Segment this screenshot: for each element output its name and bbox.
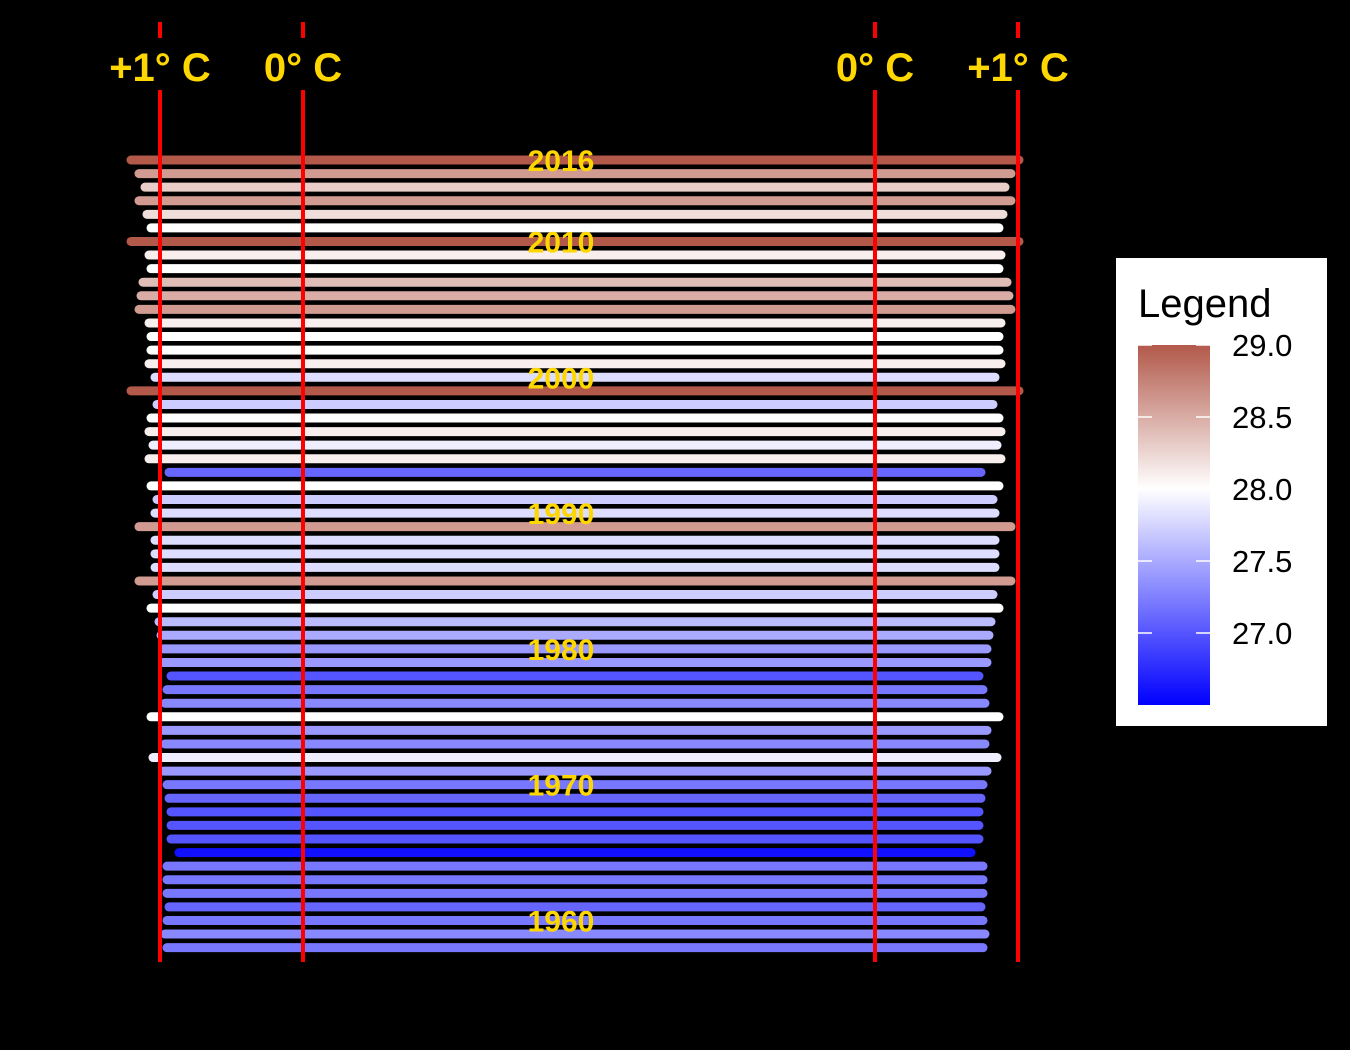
reference-labels: +1° C 0° C 0° C +1° C <box>109 46 1069 90</box>
year-label-1960: 1960 <box>528 905 595 938</box>
year-label-2010: 2010 <box>528 226 595 259</box>
reference-label-right-2: 0° C <box>836 46 914 90</box>
year-bars <box>126 155 1024 953</box>
reference-line-gap <box>300 38 306 90</box>
reference-label-left-0: +1° C <box>109 46 211 90</box>
legend-tick-label-28.0: 28.0 <box>1232 472 1292 507</box>
reference-line-gap <box>872 38 878 90</box>
legend: Legend 29.0 28.5 28.0 27.5 27.0 <box>1116 258 1327 726</box>
legend-colorbar <box>1138 345 1210 705</box>
reference-line-gap <box>157 38 163 90</box>
year-label-1980: 1980 <box>528 634 595 667</box>
year-label-1970: 1970 <box>528 770 595 803</box>
reference-lines <box>157 22 1021 962</box>
reference-label-left-1: 0° C <box>264 46 342 90</box>
reference-label-right-3: +1° C <box>967 46 1069 90</box>
legend-tick-label-28.5: 28.5 <box>1232 400 1292 435</box>
legend-tick-label-29.0: 29.0 <box>1232 328 1292 363</box>
year-label-1990: 1990 <box>528 498 595 531</box>
year-label-2000: 2000 <box>528 362 595 395</box>
reference-line-gap <box>1015 38 1021 90</box>
legend-title: Legend <box>1138 282 1271 326</box>
legend-ticks: 29.0 28.5 28.0 27.5 27.0 <box>1138 328 1292 651</box>
legend-tick-label-27.0: 27.0 <box>1232 616 1292 651</box>
legend-tick-label-27.5: 27.5 <box>1232 544 1292 579</box>
year-labels: 2016 2010 2000 1990 1980 1970 1960 <box>528 145 595 938</box>
year-label-2016: 2016 <box>528 145 595 178</box>
